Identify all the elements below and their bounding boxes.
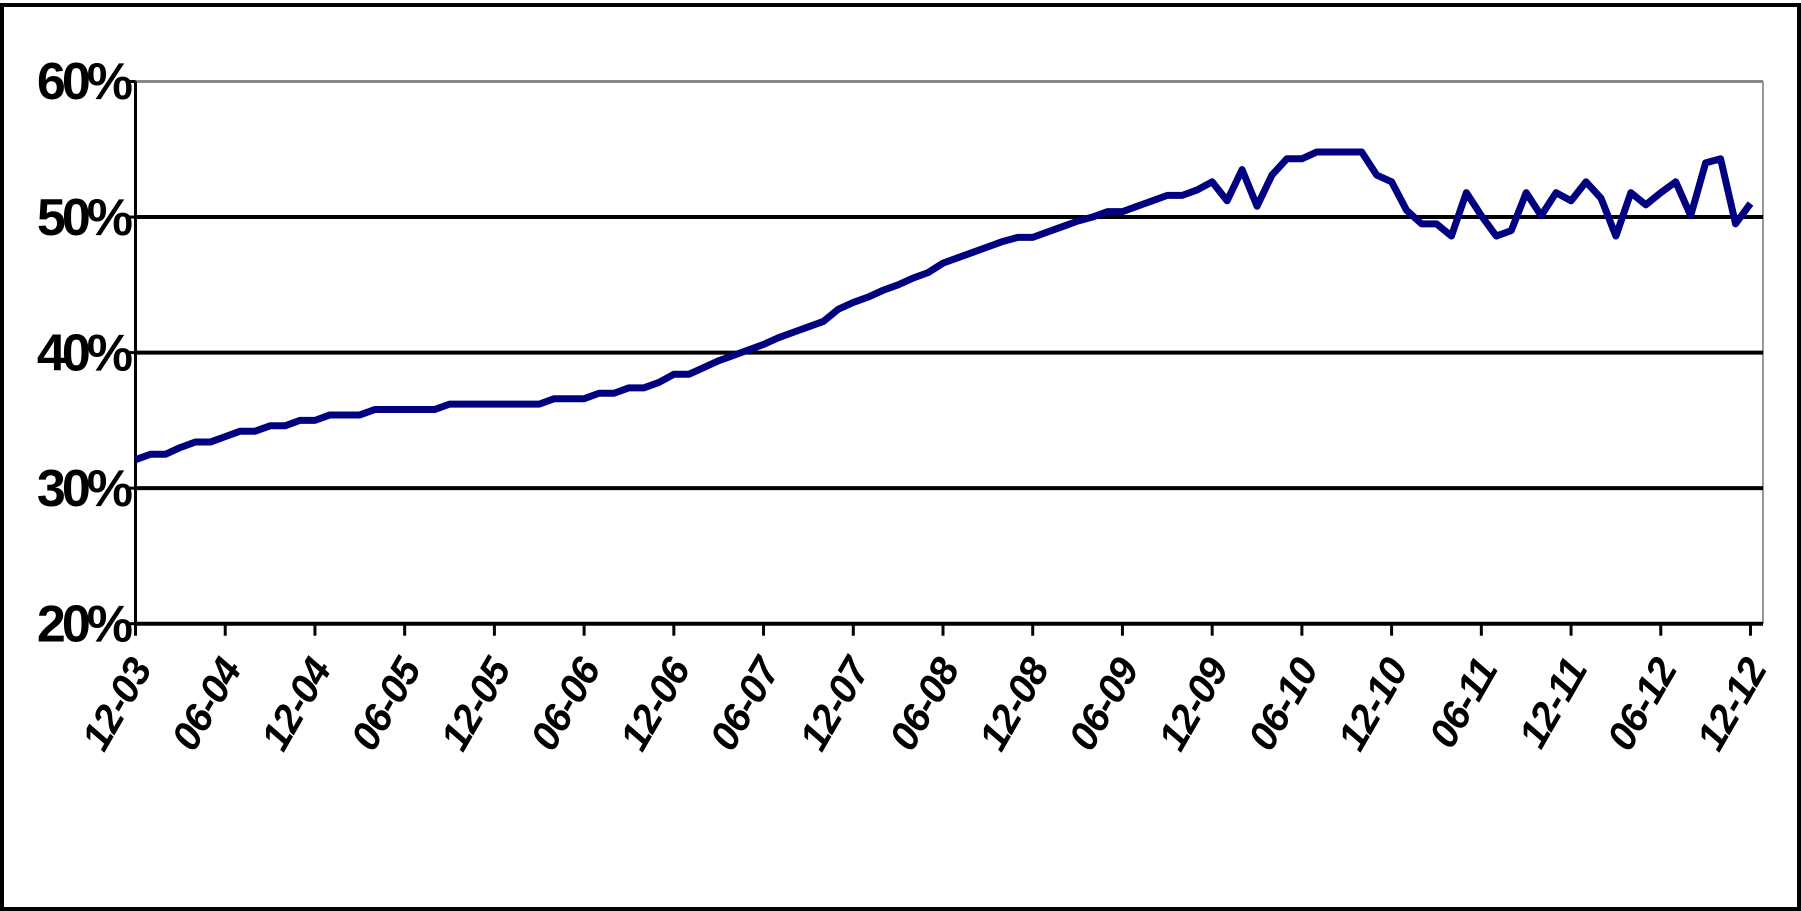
y-tick-label: 20%: [37, 595, 132, 653]
y-tick-label: 50%: [37, 189, 132, 247]
data-line: [134, 148, 1754, 463]
chart-frame: [0, 3, 1801, 911]
y-tick-label: 40%: [37, 324, 132, 382]
y-tick-label: 30%: [37, 460, 132, 518]
y-tick-label: 60%: [37, 53, 132, 111]
